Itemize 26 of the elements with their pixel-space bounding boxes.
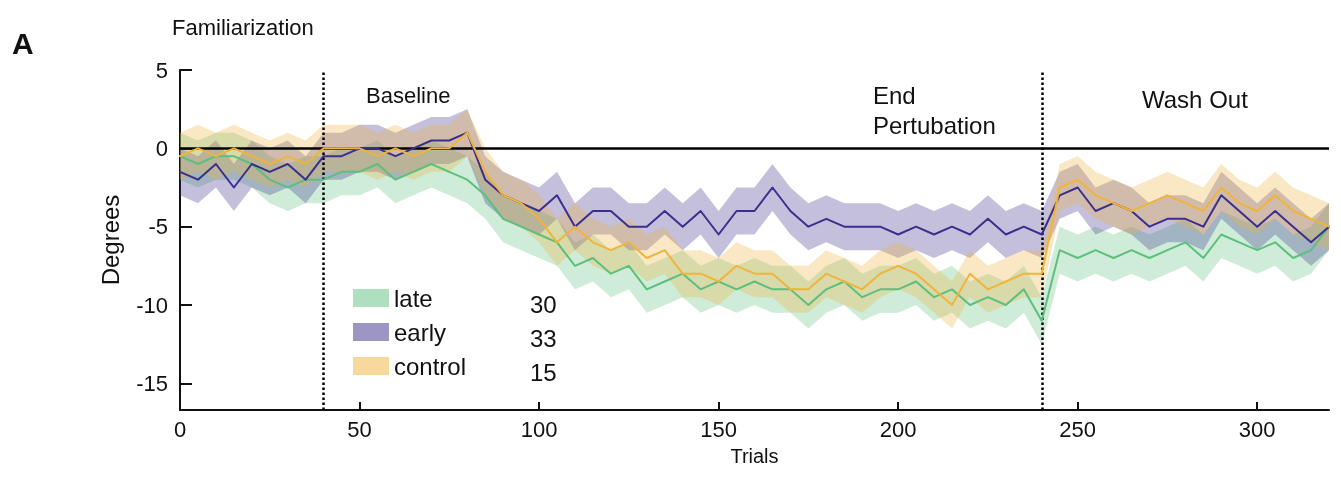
annotation: End Pertubation (873, 81, 996, 139)
y-tick-label: 0 (155, 135, 168, 161)
line-series (179, 155, 1330, 322)
y-tick-label: -15 (136, 370, 168, 396)
annotation: 15 (530, 358, 557, 386)
y-tick-label: -5 (148, 214, 168, 240)
annotation: Baseline (366, 82, 451, 108)
x-tick-label: 50 (347, 416, 372, 442)
legend-label: control (394, 352, 467, 380)
y-axis-title: Degrees (96, 194, 124, 286)
annotation: 30 (530, 290, 557, 318)
x-tick-label: 100 (520, 416, 558, 442)
legend-label: early (394, 318, 447, 346)
legend-label: late (394, 284, 433, 312)
x-tick-label: 0 (173, 416, 187, 442)
x-tick-label: 150 (700, 416, 737, 442)
y-tick-label: 5 (155, 57, 168, 83)
annotation: Wash Out (1142, 85, 1249, 113)
x-axis-title: Trials (730, 445, 779, 467)
y-tick-label: -10 (136, 292, 168, 318)
text: A (12, 26, 34, 60)
text: Familiarization (172, 14, 314, 40)
x-tick-label: 200 (879, 416, 917, 442)
x-tick-label: 250 (1059, 416, 1097, 442)
x-tick-label: 300 (1238, 416, 1276, 442)
annotation: 33 (530, 324, 557, 352)
